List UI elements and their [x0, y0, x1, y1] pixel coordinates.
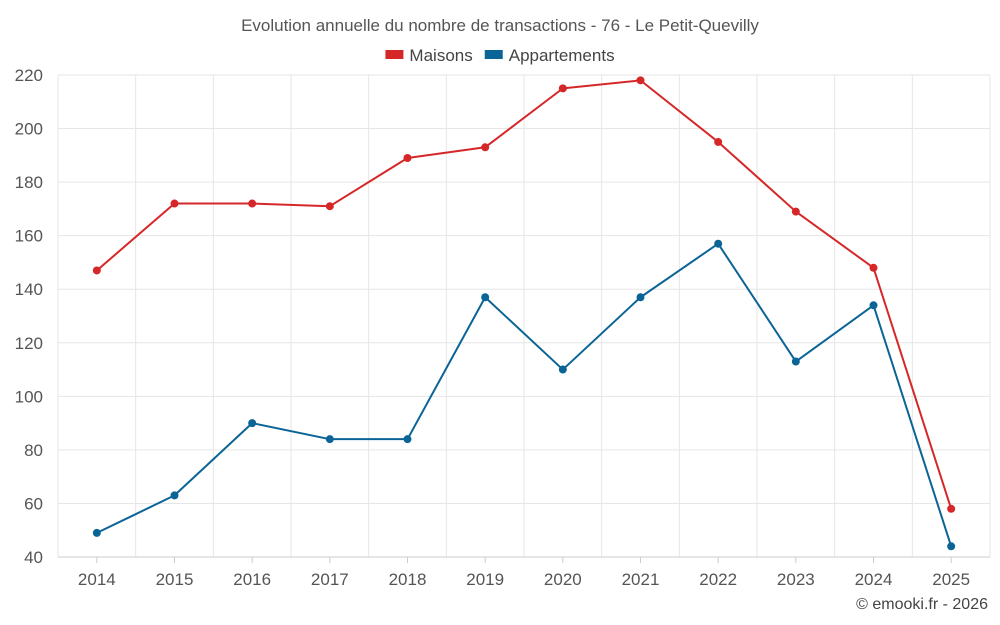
data-point[interactable]: [791, 357, 800, 366]
data-point[interactable]: [636, 293, 645, 302]
series-line: [96, 79, 953, 510]
x-tick-label: 2019: [466, 570, 504, 589]
data-point[interactable]: [92, 266, 101, 275]
data-point[interactable]: [869, 263, 878, 272]
x-tick-label: 2017: [311, 570, 349, 589]
data-point[interactable]: [947, 504, 956, 513]
data-point[interactable]: [403, 154, 412, 163]
series-maisons: [92, 76, 956, 513]
data-point[interactable]: [325, 202, 334, 211]
grid: [57, 74, 991, 558]
data-point[interactable]: [248, 199, 257, 208]
legend: Maisons Appartements: [385, 46, 615, 65]
x-tick-label: 2023: [777, 570, 815, 589]
y-tick-label: 40: [24, 548, 43, 567]
data-point[interactable]: [636, 76, 645, 85]
series-layer: [92, 76, 956, 551]
legend-label[interactable]: Maisons: [409, 46, 472, 65]
data-point[interactable]: [869, 301, 878, 310]
x-tick-label: 2015: [156, 570, 194, 589]
data-point[interactable]: [325, 435, 334, 444]
x-tick-label: 2020: [544, 570, 582, 589]
series-line: [96, 242, 953, 547]
data-point[interactable]: [558, 365, 567, 374]
legend-label[interactable]: Appartements: [509, 46, 615, 65]
x-tick-label: 2021: [622, 570, 660, 589]
data-point[interactable]: [558, 84, 567, 93]
data-point[interactable]: [481, 293, 490, 302]
legend-swatch: [385, 50, 404, 59]
legend-swatch: [484, 50, 503, 59]
y-tick-label: 220: [15, 66, 43, 85]
y-tick-label: 60: [24, 494, 43, 513]
x-tick-label: 2018: [389, 570, 427, 589]
data-point[interactable]: [481, 143, 490, 152]
x-tick-label: 2022: [699, 570, 737, 589]
data-point[interactable]: [791, 207, 800, 216]
x-tick-label: 2014: [78, 570, 116, 589]
credit-text: © emooki.fr - 2026: [856, 596, 988, 613]
y-tick-label: 200: [15, 120, 43, 139]
x-tick-label: 2025: [932, 570, 970, 589]
data-point[interactable]: [714, 137, 723, 146]
y-tick-label: 120: [15, 334, 43, 353]
y-tick-label: 80: [24, 441, 43, 460]
x-tick-label: 2016: [233, 570, 271, 589]
y-tick-label: 180: [15, 173, 43, 192]
data-point[interactable]: [403, 435, 412, 444]
data-point[interactable]: [248, 419, 257, 428]
x-tick-label: 2024: [855, 570, 893, 589]
data-point[interactable]: [947, 542, 956, 551]
data-point[interactable]: [170, 199, 179, 208]
data-point[interactable]: [170, 491, 179, 500]
y-tick-label: 100: [15, 387, 43, 406]
y-tick-label: 140: [15, 280, 43, 299]
axes: 40 60 80 100 120 140 160 180 200 220 2014 2015 2016 2…: [15, 66, 990, 589]
chart-title: Evolution annuelle du nombre de transact…: [241, 16, 759, 35]
data-point[interactable]: [92, 528, 101, 537]
data-point[interactable]: [714, 239, 723, 248]
series-appartements: [92, 239, 956, 551]
y-tick-label: 160: [15, 227, 43, 246]
